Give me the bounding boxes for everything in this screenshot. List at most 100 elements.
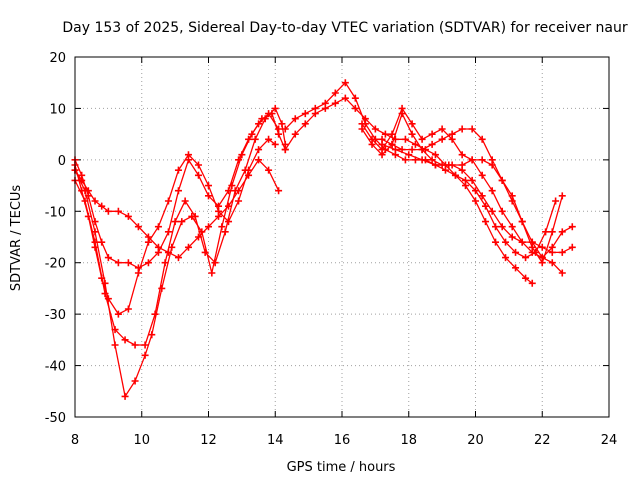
data-point <box>91 218 99 226</box>
data-point <box>211 259 219 267</box>
data-point <box>111 326 119 334</box>
data-point <box>301 120 309 128</box>
data-point <box>104 295 112 303</box>
y-tick-label: -10 <box>45 205 66 220</box>
data-point <box>468 156 476 164</box>
data-point <box>388 140 396 148</box>
data-point <box>174 166 182 174</box>
data-point <box>368 135 376 143</box>
data-point <box>508 192 516 200</box>
data-point <box>218 223 226 231</box>
data-point <box>438 125 446 133</box>
data-point <box>388 130 396 138</box>
data-point <box>164 228 172 236</box>
data-point <box>78 176 86 184</box>
data-point <box>331 89 339 97</box>
x-tick-label: 10 <box>133 433 150 448</box>
data-point <box>558 248 566 256</box>
data-point <box>114 259 122 267</box>
data-point <box>488 207 496 215</box>
data-point <box>225 202 233 210</box>
y-tick-label: -40 <box>45 360 66 375</box>
data-point <box>161 259 169 267</box>
chart-title: Day 153 of 2025, Sidereal Day-to-day VTE… <box>62 20 628 36</box>
data-point <box>451 171 459 179</box>
data-point <box>278 120 286 128</box>
data-point <box>548 243 556 251</box>
data-point <box>428 130 436 138</box>
plot-frame <box>74 56 610 418</box>
data-point <box>154 243 162 251</box>
data-point <box>405 151 413 159</box>
data-point <box>201 248 209 256</box>
data-point <box>141 341 149 349</box>
x-tick-label: 12 <box>200 433 217 448</box>
data-point <box>84 187 92 195</box>
data-point <box>502 238 510 246</box>
data-point <box>321 99 329 107</box>
series-track-11 <box>378 140 566 267</box>
x-tick-label: 24 <box>601 433 618 448</box>
data-point <box>144 259 152 267</box>
data-point <box>378 140 386 148</box>
data-point <box>131 341 139 349</box>
data-point <box>482 202 490 210</box>
data-point <box>468 176 476 184</box>
data-point <box>492 223 500 231</box>
data-point <box>371 125 379 133</box>
data-point <box>458 151 466 159</box>
y-tick-label: 10 <box>49 102 66 117</box>
data-point <box>528 279 536 287</box>
data-point <box>124 305 132 313</box>
data-point <box>184 156 192 164</box>
data-point <box>552 197 560 205</box>
data-point <box>98 202 106 210</box>
x-tick-label: 22 <box>534 433 551 448</box>
data-point <box>558 192 566 200</box>
data-point <box>184 243 192 251</box>
data-point <box>508 233 516 241</box>
data-point <box>478 156 486 164</box>
data-point <box>351 104 359 112</box>
data-point <box>518 238 526 246</box>
data-point <box>472 197 479 205</box>
data-point <box>154 223 162 231</box>
data-point <box>438 135 446 143</box>
data-point <box>265 135 273 143</box>
data-point <box>398 104 406 112</box>
x-tick-label: 8 <box>71 433 79 448</box>
data-point <box>194 171 202 179</box>
data-point <box>522 274 530 282</box>
data-point <box>245 171 253 179</box>
grid <box>75 57 609 417</box>
y-tick-label: -20 <box>45 257 66 272</box>
data-point <box>502 254 510 262</box>
data-point <box>245 135 253 143</box>
data-point <box>341 94 349 102</box>
data-point <box>498 207 506 215</box>
data-point <box>492 238 500 246</box>
data-point <box>488 187 496 195</box>
data-point <box>215 212 223 220</box>
data-point <box>174 187 182 195</box>
data-point <box>255 120 263 128</box>
data-point <box>431 151 439 159</box>
data-point <box>458 125 466 133</box>
tick-labels: 8 10 12 14 16 18 20 22 24 -50 -40 -30 -20 -10 0 10 20 <box>45 51 618 448</box>
data-point <box>271 104 279 112</box>
data-point <box>418 146 426 154</box>
x-tick-label: 20 <box>467 433 484 448</box>
data-point <box>391 146 399 154</box>
data-point <box>488 161 496 169</box>
data-point <box>134 223 142 231</box>
y-axis-title: SDTVAR / TECUs <box>9 185 24 292</box>
data-point <box>141 351 149 359</box>
data-point <box>104 207 112 215</box>
y-tick-label: -50 <box>45 411 66 426</box>
data-point <box>84 212 92 220</box>
data-point <box>568 223 576 231</box>
data-point <box>558 269 566 277</box>
data-point <box>205 192 212 200</box>
data-point <box>215 202 223 210</box>
